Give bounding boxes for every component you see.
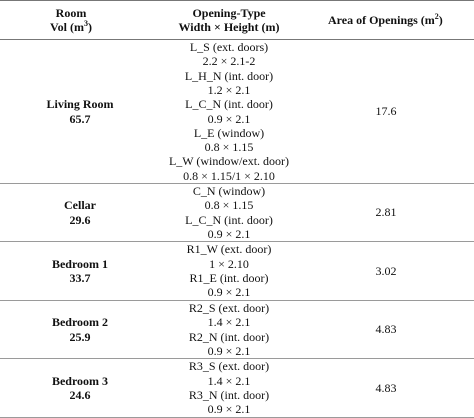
header-room-label: Room [55,6,87,20]
area-cell: 4.83 [298,359,474,417]
header-dimensions-label: Width × Height (m) [178,20,280,34]
header-opening-type-label: Opening-Type [192,6,266,20]
table-body: Living Room 65.7 L_S (ext. doors) 2.2 × 2.1… [0,40,474,418]
area-value: 17.6 [375,104,397,119]
opening-line: 1.4 × 2.1 [207,373,251,388]
openings-cell: L_S (ext. doors) 2.2 × 2.1-2 L_H_N (int. d… [160,40,298,183]
area-value: 4.83 [375,380,397,395]
opening-line: R1_E (int. door) [189,271,269,285]
room-name: Cellar [64,198,96,213]
header-vol-label: Vol (m3) [50,19,92,35]
header-area: Area of Openings (m2) [298,1,474,39]
opening-line: 0.8 × 1.15 [204,140,254,155]
openings-cell: R3_S (ext. door) 1.4 × 2.1 R3_N (int. door… [160,359,298,417]
opening-line: L_H_N [184,68,222,83]
opening-line: R2_S (ext. door) [188,301,270,315]
opening-line: L_W (window/ext. door) [168,154,290,169]
opening-line: L_C_N (int. door) [185,212,273,227]
room-cell: Bedroom 3 24.6 [0,359,160,417]
opening-line: (int. door) [224,68,274,83]
table-row: Living Room 65.7 L_S (ext. doors) 2.2 × 2.1… [0,40,474,184]
area-value: 4.83 [375,322,397,337]
opening-line: 0.9 × 2.1 [207,226,251,241]
opening-line: 2.2 × 2.1-2 [202,54,256,69]
header-vol-suffix: ) [87,20,92,34]
room-name: Living Room [46,97,114,112]
header-area-suffix: ) [438,13,443,27]
opening-line: L_C_N (int. door) [185,97,273,112]
header-vol-sup: 3 [83,19,88,28]
table-row: Bedroom 1 33.7 R1_W (ext. door) 1 × 2.10 R1_… [0,242,474,301]
opening-line: R3_S (ext. door) [188,359,270,374]
area-cell: 17.6 [298,40,474,183]
opening-line: 0.9 × 2.1 [207,402,251,417]
opening-line: R1_W (ext. door) [186,242,272,257]
room-volume: 24.6 [69,388,91,402]
opening-line: 0.8 × 1.15/1 × 2.10 [183,168,275,183]
area-cell: 3.02 [298,242,474,300]
header-room-vol: Room Vol (m3) [0,1,160,39]
room-volume: 29.6 [69,212,91,227]
area-value: 3.02 [375,263,397,278]
opening-line: R3_N (int. door) [188,388,270,402]
header-area-sup: 2 [434,12,439,21]
opening-line: R2_N (int. door) [188,329,270,344]
openings-cell: R1_W (ext. door) 1 × 2.10 R1_E (int. door)… [160,242,298,300]
opening-line: 0.9 × 2.1 [207,111,251,126]
table-row: Cellar 29.6 C_N (window) 0.8 × 1.15 L_C_N (i… [0,184,474,242]
opening-line: 0.8 × 1.15 [204,198,254,213]
area-cell: 2.81 [298,184,474,241]
opening-line-group: L_H_N (int. door) [185,69,273,83]
header-area-prefix: Area of Openings (m [328,13,435,27]
room-name: Bedroom 3 [51,373,109,388]
opening-line: 0.9 × 2.1 [207,343,251,358]
openings-cell: C_N (window) 0.8 × 1.15 L_C_N (int. door) 0… [160,184,298,241]
room-cell: Bedroom 1 33.7 [0,242,160,300]
openings-cell: R2_S (ext. door) 1.4 × 2.1 R2_N (int. door… [160,301,298,358]
opening-line: 0.9 × 2.1 [207,285,251,300]
room-cell: Living Room 65.7 [0,40,160,183]
room-volume: 25.9 [69,329,91,344]
opening-line: L_E (window) [193,125,265,140]
room-cell: Bedroom 2 25.9 [0,301,160,358]
header-opening-type: Opening-Type Width × Height (m) [160,1,298,39]
opening-line: L_S (ext. doors) [189,40,269,55]
table-row: Bedroom 3 24.6 R3_S (ext. door) 1.4 × 2.1 R3… [0,359,474,418]
opening-line: 1 × 2.10 [209,256,249,271]
opening-line: 1.2 × 2.1 [207,82,251,97]
room-cell: Cellar 29.6 [0,184,160,241]
header-vol-prefix: Vol (m [50,20,84,34]
room-volume: 65.7 [69,111,91,126]
header-area-label: Area of Openings (m2) [328,12,443,28]
area-cell: 4.83 [298,301,474,358]
table-header: Room Vol (m3) Opening-Type Width × Heigh… [0,1,474,40]
room-volume: 33.7 [69,271,91,285]
opening-line: 1.4 × 2.1 [207,315,251,330]
table-row: Bedroom 2 25.9 R2_S (ext. door) 1.4 × 2.1 R2… [0,301,474,359]
opening-line: C_N (window) [192,184,266,198]
room-name: Bedroom 2 [51,315,109,330]
room-name: Bedroom 1 [51,256,109,271]
area-value: 2.81 [375,205,397,220]
